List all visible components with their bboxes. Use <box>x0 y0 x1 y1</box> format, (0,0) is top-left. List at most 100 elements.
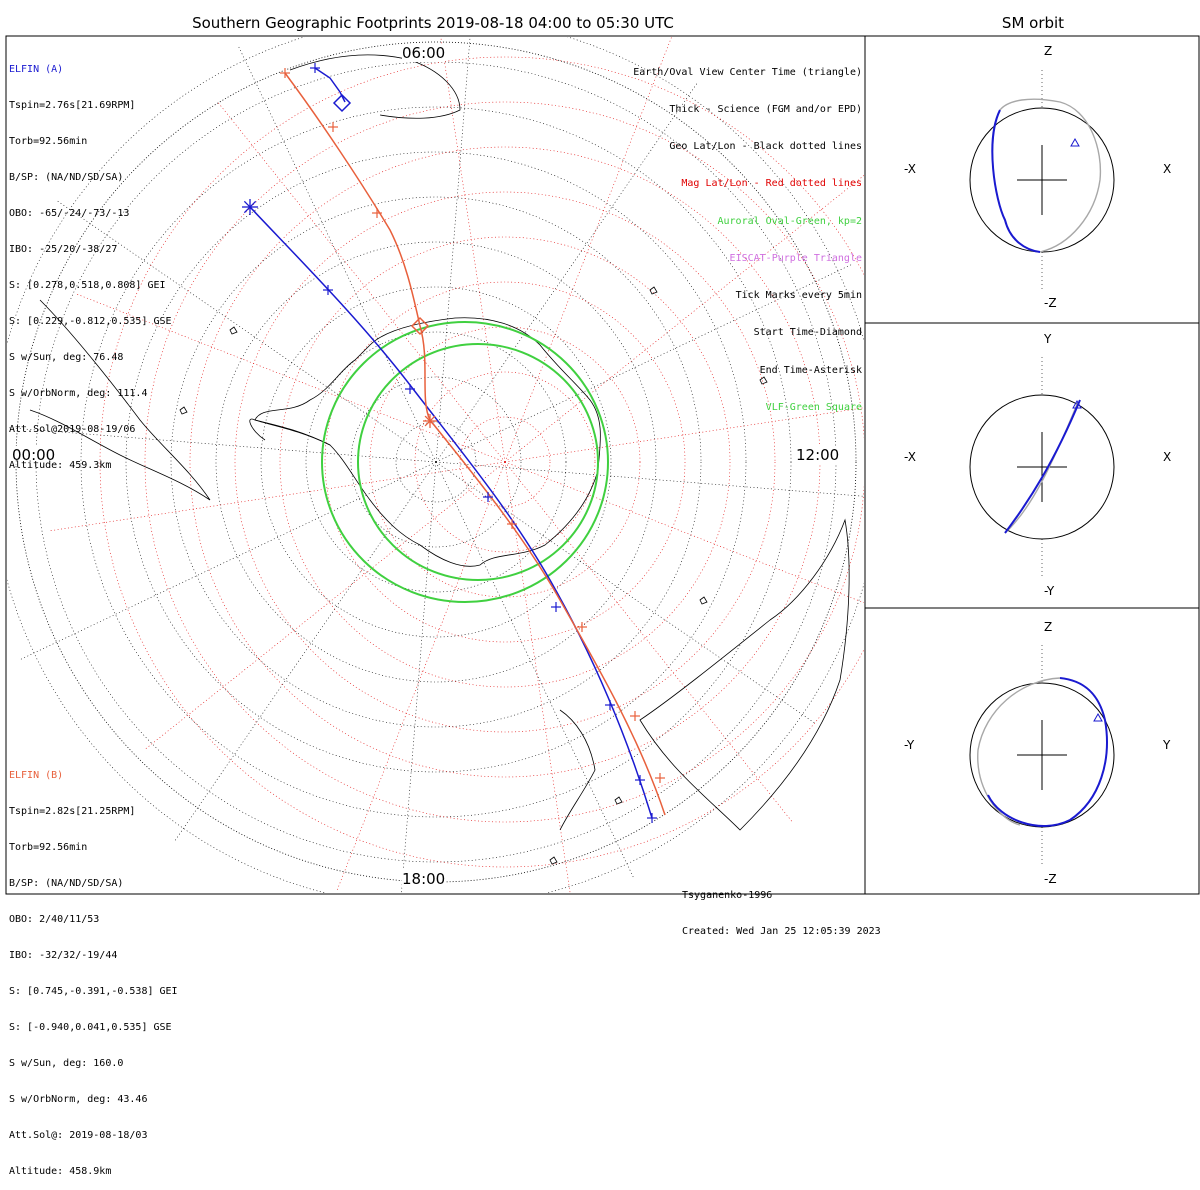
legend-item: End Time-Asterisk <box>759 364 862 376</box>
clock-label-left: 00:00 <box>12 446 56 464</box>
sm-xy-left-label: -X <box>904 450 916 464</box>
mag-lon-line <box>336 461 506 891</box>
elfin-a-line: OBO: -65/-24/-73/-13 <box>9 208 130 219</box>
elfin-a-end-asterisk <box>243 200 257 214</box>
sm-xy-right-label: X <box>1163 450 1172 464</box>
elfin-b-line: Att.Sol@: 2019-08-18/03 <box>9 1130 148 1141</box>
elfin-a-line: Att.Sol@2019-08-19/06 <box>9 424 136 435</box>
elfin-a-track <box>249 206 653 819</box>
sm-orbit-elfin-a <box>991 109 1041 253</box>
mag-lat-circle <box>144 101 864 823</box>
elfin-a-line: Altitude: 459.3km <box>9 460 112 471</box>
elfin-b-line: IBO: -32/32/-19/44 <box>9 950 118 961</box>
island-coast <box>549 856 558 865</box>
island-coast <box>759 376 768 385</box>
island-coast <box>649 286 658 295</box>
geo-lon-line <box>435 461 864 497</box>
sm-elfin-a-asterisk <box>1005 516 1010 521</box>
elfin-a-line: S: [0.229,-0.812,0.535] GSE <box>9 316 172 327</box>
mag-lon-line <box>217 102 506 463</box>
elfin-a-line: IBO: -25/20/-38/27 <box>9 244 118 255</box>
geo-lat-circle <box>170 196 702 728</box>
elfin-a-start-diamond <box>332 93 352 113</box>
elfin-b-line: Torb=92.56min <box>9 842 88 853</box>
legend-item: Tick Marks every 5min <box>735 290 862 302</box>
mag-lat-circle <box>234 191 776 733</box>
globe-edge <box>15 41 857 883</box>
sm-xy-bottom-label: -Y <box>1044 584 1055 598</box>
elfin-b-line: S: [-0.940,0.041,0.535] GSE <box>9 1022 172 1033</box>
clock-label-bottom: 18:00 <box>402 870 446 888</box>
mag-lon-line <box>145 461 506 750</box>
clock-label-right: 12:00 <box>796 446 840 464</box>
elfin-a-header: ELFIN (A) <box>9 64 64 75</box>
auroral-oval-inner <box>357 343 599 581</box>
sm-view-triangle <box>1093 712 1103 722</box>
sm-yz-top-label: Z <box>1044 620 1053 634</box>
sm-elfin-b-asterisk <box>1018 483 1023 488</box>
sm-elfin-b-asterisk <box>1055 103 1060 108</box>
sm-xz-left-label: -X <box>904 162 916 176</box>
geo-lon-line <box>435 461 815 724</box>
geo-lat-circle <box>80 106 792 818</box>
legend-item: Thick - Science (FGM and/or EPD) <box>669 104 862 116</box>
sm-view-triangle <box>1070 137 1080 147</box>
footprint-map <box>5 35 1200 895</box>
legend-item: Earth/Oval View Center Time (triangle) <box>633 66 862 78</box>
antarctic-peninsula <box>249 418 331 446</box>
sm-layer <box>969 70 1115 865</box>
sm-elfin-b-asterisk <box>1018 483 1023 488</box>
sm-frame <box>864 35 1200 895</box>
africa-coast <box>289 54 461 119</box>
mag-lat-circle <box>459 416 551 508</box>
sm-orbit-title: SM orbit <box>1001 14 1065 32</box>
legend-item: Mag Lat/Lon - Red dotted lines <box>681 178 862 190</box>
credit-model: Tsyganenko-1996 <box>682 890 773 901</box>
island-coast <box>614 796 623 805</box>
elfin-b-track <box>284 72 666 816</box>
geo-lon-line <box>20 461 437 660</box>
elfin-b-line: B/SP: (NA/ND/SD/SA) <box>9 878 124 889</box>
island-coast <box>699 596 708 605</box>
sm-xy-top-label: Y <box>1044 332 1052 346</box>
elfin-a-line: B/SP: (NA/ND/SD/SA) <box>9 172 124 183</box>
sm-xz-right-label: X <box>1163 162 1172 176</box>
elfin-a-line: S: [0.278,0.518,0.808] GEI <box>9 280 166 291</box>
elfin-a-line: S w/OrbNorm, deg: 111.4 <box>9 388 148 399</box>
credit: Tsyganenko-1996 Created: Wed Jan 25 12:0… <box>682 866 881 950</box>
sm-yz-left-label: -Y <box>904 738 915 752</box>
geo-lat-circle <box>125 151 747 773</box>
mag-lon-line <box>504 461 571 893</box>
sm-orbit-gray <box>999 98 1102 253</box>
legend-item: VLF-Green Square <box>765 401 862 413</box>
elfin-a-track-north <box>314 67 346 103</box>
geo-lat-circle <box>215 241 657 683</box>
mag-lat-circle <box>369 326 641 598</box>
mag-lat-circle <box>324 281 686 643</box>
geo-lat-circle <box>305 331 567 593</box>
sm-orbit-elfin-a <box>987 677 1108 827</box>
sm-yz-bottom-label: -Z <box>1044 872 1057 886</box>
geo-lat-circle <box>350 376 522 548</box>
sm-view-triangle <box>1072 399 1082 409</box>
geo-lat-circle <box>395 421 477 503</box>
geo-lat-circle <box>260 286 612 638</box>
elfin-b-header: ELFIN (B) <box>9 770 64 781</box>
geo-lon-line <box>401 461 437 893</box>
mag-lat-circle <box>414 371 596 553</box>
geo-lon-line <box>435 461 634 878</box>
mag-lon-line <box>504 461 864 604</box>
south-america-coast <box>29 299 211 501</box>
sm-xz-top-label: Z <box>1044 44 1053 58</box>
elfin-b-line: Altitude: 458.9km <box>9 1166 112 1177</box>
new-zealand-coast <box>559 709 596 831</box>
geo-lon-line <box>435 37 471 463</box>
elfin-b-line: OBO: 2/40/11/53 <box>9 914 100 925</box>
elfin-b-line: S: [0.745,-0.391,-0.538] GEI <box>9 986 178 997</box>
legend-item: EISCAT-Purple Triangle <box>729 252 862 264</box>
elfin-b-end-asterisk <box>424 415 436 427</box>
plot-title: Southern Geographic Footprints 2019-08-1… <box>192 14 674 32</box>
elfin-a-line: Torb=92.56min <box>9 136 88 147</box>
sm-orbit-elfin-a <box>1004 399 1081 534</box>
geo-lon-line <box>174 461 437 841</box>
